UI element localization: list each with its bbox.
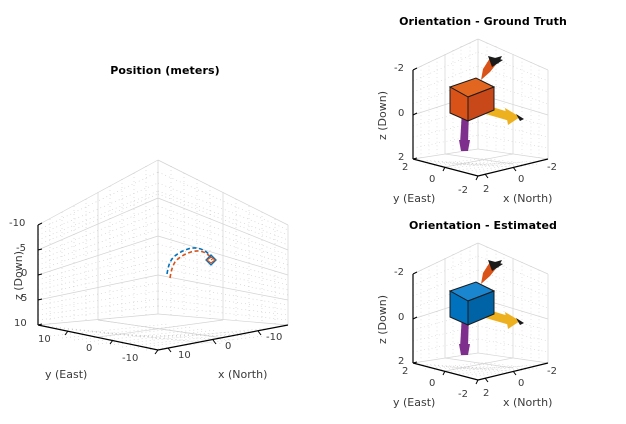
orientation-truth-ytick-1: 0 [429,174,436,185]
position-xaxis-label: x (North) [218,368,268,381]
position-tick-marks [37,222,262,355]
position-xtick-0: 10 [178,350,191,361]
position-ztick-0: -10 [9,218,26,229]
orientation-estimated-xaxis-label: x (North) [503,396,553,409]
trajectory-estimated [169,250,213,279]
position-ytick-0: 10 [38,334,51,345]
body-cube [448,281,496,326]
orientation-estimated-title: Orientation - Estimated [408,219,558,232]
orientation-truth-xaxis-label: x (North) [503,192,553,205]
orientation-estimated-yaxis-label: y (East) [393,396,436,409]
orientation-truth-yaxis-label: y (East) [393,192,436,205]
position-minor-gridlines [37,166,289,351]
position-panel: Position (meters) [9,64,289,381]
orientation-estimated-tick-marks [412,271,517,385]
orientation-estimated-ytick-1: 0 [429,378,436,389]
orientation-estimated-ztick-2: 2 [398,356,405,367]
orientation-truth-ytick-0: 2 [402,162,409,173]
position-ytick-2: -10 [122,353,139,364]
orientation-truth-zaxis-label: z (Down) [376,90,389,140]
position-axes-3d [37,159,289,355]
position-xtick-2: -10 [266,332,283,343]
position-ytick-1: 0 [86,343,93,354]
orientation-truth-xtick-1: 0 [518,174,525,185]
orientation-estimated-ytick-2: -2 [458,389,468,400]
position-plot-title: Position (meters) [110,64,220,77]
orientation-estimated-xtick-1: 0 [518,378,525,389]
position-zaxis-label: z (Down) [12,250,25,300]
y-axis-arrow [481,260,503,284]
position-ztick-3: 5 [21,293,28,304]
y-axis-arrow [481,56,503,80]
orientation-estimated-ytick-0: 2 [402,366,409,377]
trajectory-ground-truth [166,247,212,275]
orientation-estimated-zaxis-label: z (Down) [376,294,389,344]
orientation-truth-tick-marks [412,67,517,181]
orientation-ground-truth-panel: Orientation - Ground Truth [340,0,626,212]
current-position-marker [205,254,217,266]
orientation-estimated-xtick-0: 2 [483,388,490,399]
orientation-truth-xtick-2: -2 [547,162,557,173]
orientation-truth-ytick-2: -2 [458,185,468,196]
orientation-truth-ztick-2: 2 [398,152,405,163]
orientation-estimated-ztick-0: -2 [394,267,404,278]
position-ztick-2: 0 [21,268,28,279]
orientation-truth-xtick-0: 2 [483,184,490,195]
position-xtick-1: 0 [225,341,232,352]
orientation-truth-ztick-1: 0 [398,108,405,119]
position-yaxis-label: y (East) [45,368,88,381]
orientation-estimated-ztick-1: 0 [398,312,405,323]
position-ztick-4: 10 [14,318,27,329]
orientation-truth-major-gridlines [412,38,549,168]
orientation-truth-title: Orientation - Ground Truth [399,15,567,28]
orientation-estimated-panel: Orientation - Estimated [340,204,626,424]
orientation-estimated-axes-3d [412,242,549,385]
orientation-truth-axes-3d [412,38,549,181]
orientation-estimated-xtick-2: -2 [547,366,557,377]
position-ztick-1: -5 [16,243,26,254]
body-cube [448,77,496,122]
orientation-truth-ztick-0: -2 [394,63,404,74]
